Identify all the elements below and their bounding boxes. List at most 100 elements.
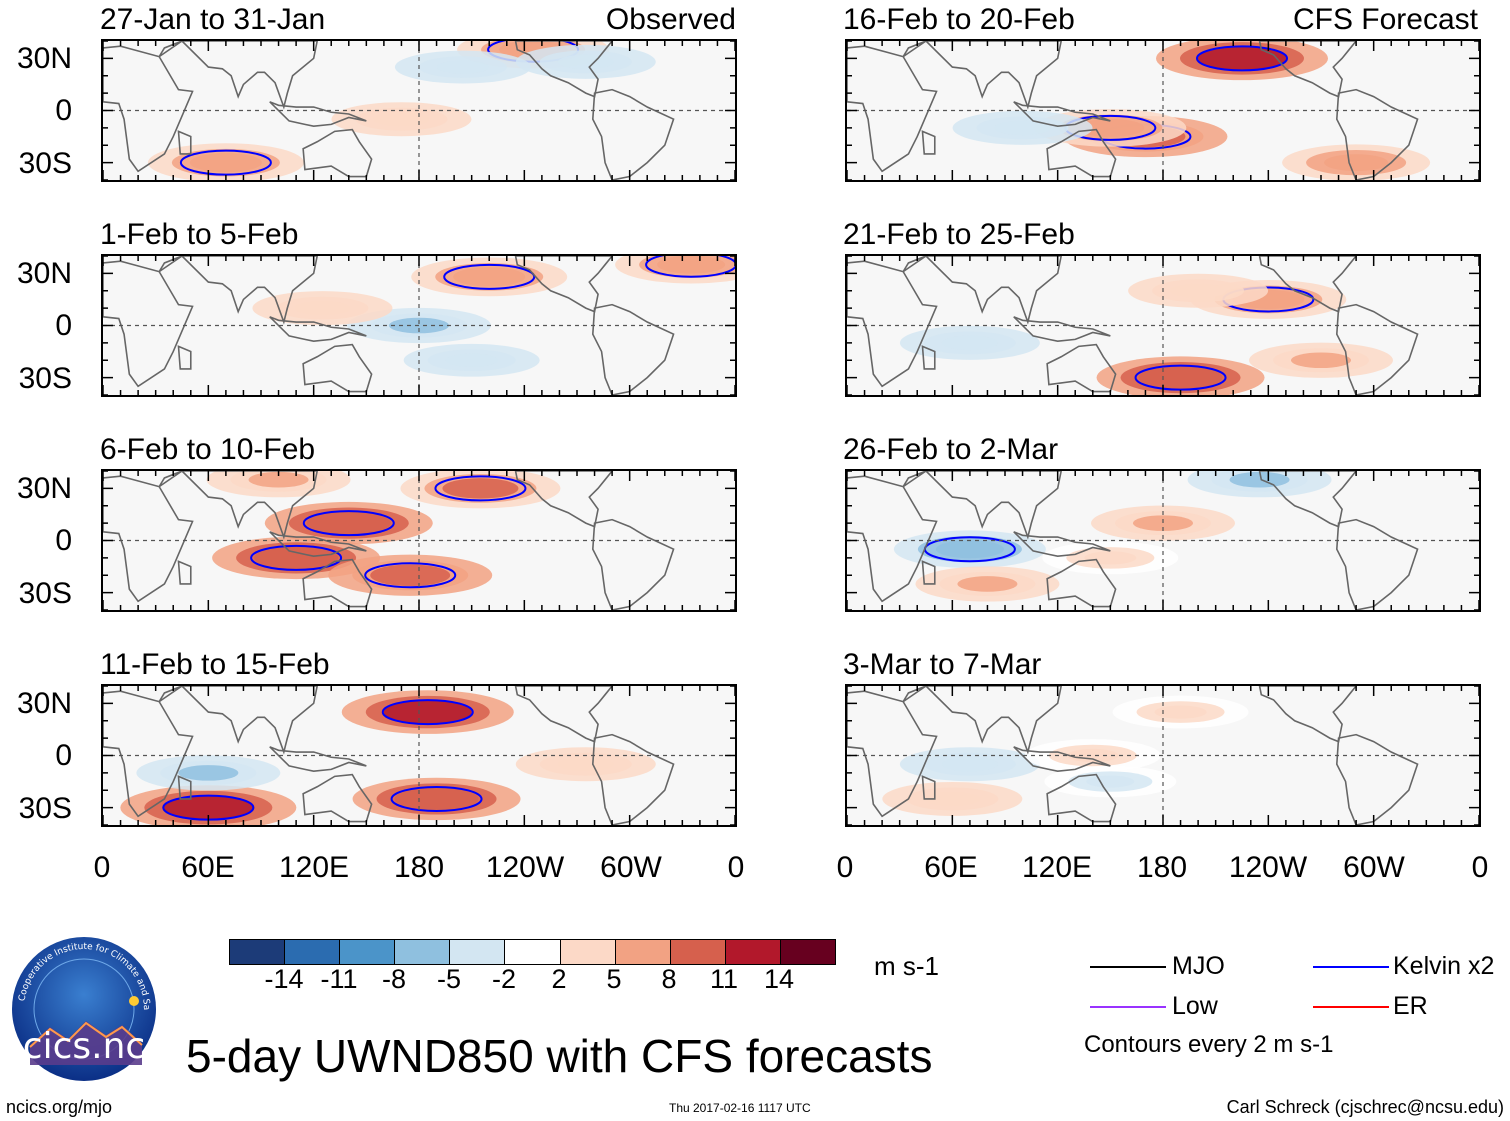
wind-anomaly-blob bbox=[248, 471, 309, 488]
wind-anomaly-blob bbox=[1084, 551, 1137, 565]
lat-label: 30S bbox=[18, 577, 72, 610]
map-svg bbox=[103, 471, 735, 610]
colorbar-tick-label: 2 bbox=[551, 964, 567, 994]
wind-anomaly-blob bbox=[994, 120, 1051, 136]
panel-title: 27-Jan to 31-Jan bbox=[100, 3, 326, 36]
coastline bbox=[302, 773, 373, 823]
coastline bbox=[1335, 733, 1419, 825]
wind-anomaly-blob bbox=[941, 756, 998, 772]
coastline bbox=[902, 41, 1062, 110]
wind-anomaly-blob bbox=[1229, 471, 1290, 488]
wind-anomaly-blob bbox=[557, 54, 614, 70]
wind-anomaly-blob bbox=[1291, 352, 1351, 369]
coastline bbox=[1335, 88, 1419, 180]
wind-anomaly-blob bbox=[1198, 46, 1286, 71]
wind-anomaly-blob bbox=[436, 60, 489, 74]
kelvin-contour bbox=[434, 475, 527, 502]
globe-logo-icon: Cooperative Institute for Climate and Sa… bbox=[7, 928, 156, 1081]
colorbar-swatch bbox=[669, 940, 725, 964]
wind-anomaly-blob bbox=[445, 353, 498, 367]
coastline bbox=[302, 558, 373, 608]
colorbar-swatch bbox=[504, 940, 560, 964]
wind-anomaly-blob bbox=[383, 700, 472, 725]
lat-label: 0 bbox=[55, 739, 72, 772]
colorbar-swatch bbox=[394, 940, 450, 964]
map-svg bbox=[847, 256, 1479, 395]
lon-label: 0 bbox=[727, 851, 745, 884]
kelvin-contour bbox=[443, 263, 536, 290]
wind-anomaly-blob bbox=[1086, 775, 1135, 788]
panel-map bbox=[845, 469, 1481, 612]
panel-map bbox=[101, 684, 737, 827]
legend-label-er: ER bbox=[1393, 992, 1428, 1020]
panel-title: 3-Mar to 7-Mar bbox=[843, 648, 1042, 681]
footer-credit: Carl Schreck (cjschrec@ncsu.edu) bbox=[1226, 1097, 1504, 1117]
coastline bbox=[269, 101, 367, 127]
coastline bbox=[591, 303, 675, 395]
coastline bbox=[302, 343, 373, 393]
coastline bbox=[1258, 686, 1358, 743]
map-svg bbox=[847, 471, 1479, 610]
wind-anomaly-blob bbox=[442, 478, 519, 499]
colorbar-tick-label: -2 bbox=[491, 964, 516, 994]
legend-line-mjo bbox=[1090, 966, 1166, 968]
kelvin-contour bbox=[1196, 45, 1288, 72]
lon-label: 120W bbox=[1228, 851, 1308, 884]
kelvin-contour bbox=[645, 256, 735, 278]
lon-label: 120E bbox=[278, 851, 350, 884]
main-title: 5-day UWND850 with CFS forecasts bbox=[186, 1030, 933, 1082]
kelvin-contour bbox=[1134, 364, 1227, 391]
wind-anomaly-blob bbox=[957, 576, 1018, 592]
coastline bbox=[1013, 531, 1111, 557]
kelvin-contour bbox=[179, 149, 272, 176]
legend-label-kelvin: Kelvin x2 bbox=[1393, 952, 1495, 980]
coastline bbox=[158, 471, 318, 540]
wind-anomaly-blob bbox=[394, 787, 479, 811]
lon-label: 120W bbox=[485, 851, 565, 884]
coastline bbox=[269, 531, 367, 557]
wind-anomaly-blob bbox=[1138, 366, 1223, 390]
coastline bbox=[591, 733, 675, 825]
footer-link[interactable]: ncics.org/mjo bbox=[6, 1097, 113, 1117]
coastline bbox=[177, 130, 192, 155]
coastline bbox=[158, 256, 318, 325]
wind-anomaly-blob bbox=[1066, 748, 1119, 763]
coastline bbox=[921, 775, 936, 800]
map-svg bbox=[847, 686, 1479, 825]
colorbar-swatch bbox=[339, 940, 395, 964]
footer-timestamp: Thu 2017-02-16 1117 UTC bbox=[669, 1101, 811, 1115]
wind-anomaly-blob bbox=[178, 765, 239, 781]
coastline bbox=[514, 471, 614, 528]
wind-anomaly-blob bbox=[1133, 515, 1193, 531]
colorbar-tick-label: 5 bbox=[606, 964, 622, 994]
coastline bbox=[902, 471, 1062, 540]
colorbar-tick-label: -5 bbox=[436, 964, 461, 994]
colorbar-swatch bbox=[284, 940, 340, 964]
lon-label: 60W bbox=[600, 851, 662, 884]
coastline bbox=[177, 775, 192, 800]
legend-line-kelvin bbox=[1313, 966, 1389, 968]
wind-anomaly-blob bbox=[1324, 154, 1389, 172]
coastline bbox=[514, 686, 614, 743]
wind-anomaly-blob bbox=[306, 511, 391, 535]
coastline bbox=[269, 746, 367, 772]
colorbar-tick-label: -14 bbox=[264, 964, 304, 994]
legend-label-mjo: MJO bbox=[1172, 952, 1225, 980]
coastline bbox=[1335, 518, 1419, 610]
coastline bbox=[177, 560, 192, 585]
coastline bbox=[514, 41, 614, 98]
coastline bbox=[902, 686, 1062, 755]
legend-label-low: Low bbox=[1172, 992, 1218, 1020]
lon-label: 0 bbox=[1471, 851, 1489, 884]
panel-title: 6-Feb to 10-Feb bbox=[100, 433, 316, 466]
lat-label: 30N bbox=[16, 42, 72, 75]
coastline bbox=[1013, 101, 1111, 127]
wind-anomaly-blob bbox=[924, 791, 981, 807]
panel-source-tag: Observed bbox=[605, 3, 736, 36]
map-svg bbox=[847, 41, 1479, 180]
panel-title: 21-Feb to 25-Feb bbox=[843, 218, 1075, 251]
legend-note: Contours every 2 m s-1 bbox=[1084, 1031, 1334, 1058]
coastline bbox=[302, 128, 373, 178]
coastline bbox=[514, 256, 614, 313]
logo-wordmark: cics.nc bbox=[22, 1026, 146, 1067]
